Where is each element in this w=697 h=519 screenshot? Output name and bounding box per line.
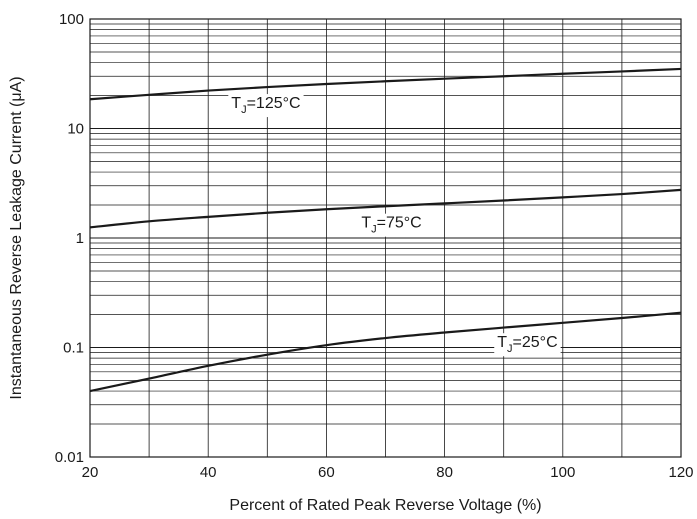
curve-label-bg	[228, 94, 304, 118]
x-tick-label: 60	[318, 464, 335, 481]
y-tick-label: 0.1	[63, 340, 84, 357]
plot-frame	[89, 18, 682, 458]
x-tick-label: 120	[668, 464, 693, 481]
series-line-0	[89, 67, 682, 101]
series-line-1	[89, 188, 682, 229]
curve-labels: TJ=125°C TJ=75°C TJ=25°C	[228, 94, 561, 357]
x-tick-label: 80	[436, 464, 453, 481]
grid	[90, 19, 681, 457]
y-tick-label: 100	[59, 11, 84, 28]
curve-label-bg	[494, 333, 561, 357]
y-axis-label: Instantaneous Reverse Leakage Current (μ…	[8, 76, 25, 399]
y-tick-label: 0.01	[55, 449, 84, 466]
series	[89, 67, 682, 393]
curve-label-2: TJ=25°C	[494, 333, 561, 357]
curve-label-text: TJ=25°C	[497, 334, 557, 355]
curve-label-0: TJ=125°C	[228, 94, 304, 118]
x-axis-label: Percent of Rated Peak Reverse Voltage (%…	[229, 497, 541, 514]
series-line-2	[89, 311, 682, 393]
curve-label-text: TJ=125°C	[231, 95, 300, 116]
curve-label-bg	[358, 213, 425, 237]
y-tick-label: 1	[76, 230, 84, 247]
x-tick-label: 20	[82, 464, 99, 481]
curve-label-text: TJ=75°C	[361, 215, 421, 236]
x-tick-label: 40	[200, 464, 217, 481]
y-tick-label: 10	[67, 121, 84, 138]
curve-label-1: TJ=75°C	[358, 213, 425, 237]
x-tick-label: 100	[550, 464, 575, 481]
tick-labels: 20 40 60 80 100 120 0.01 0.1 1 10 100	[55, 11, 694, 481]
